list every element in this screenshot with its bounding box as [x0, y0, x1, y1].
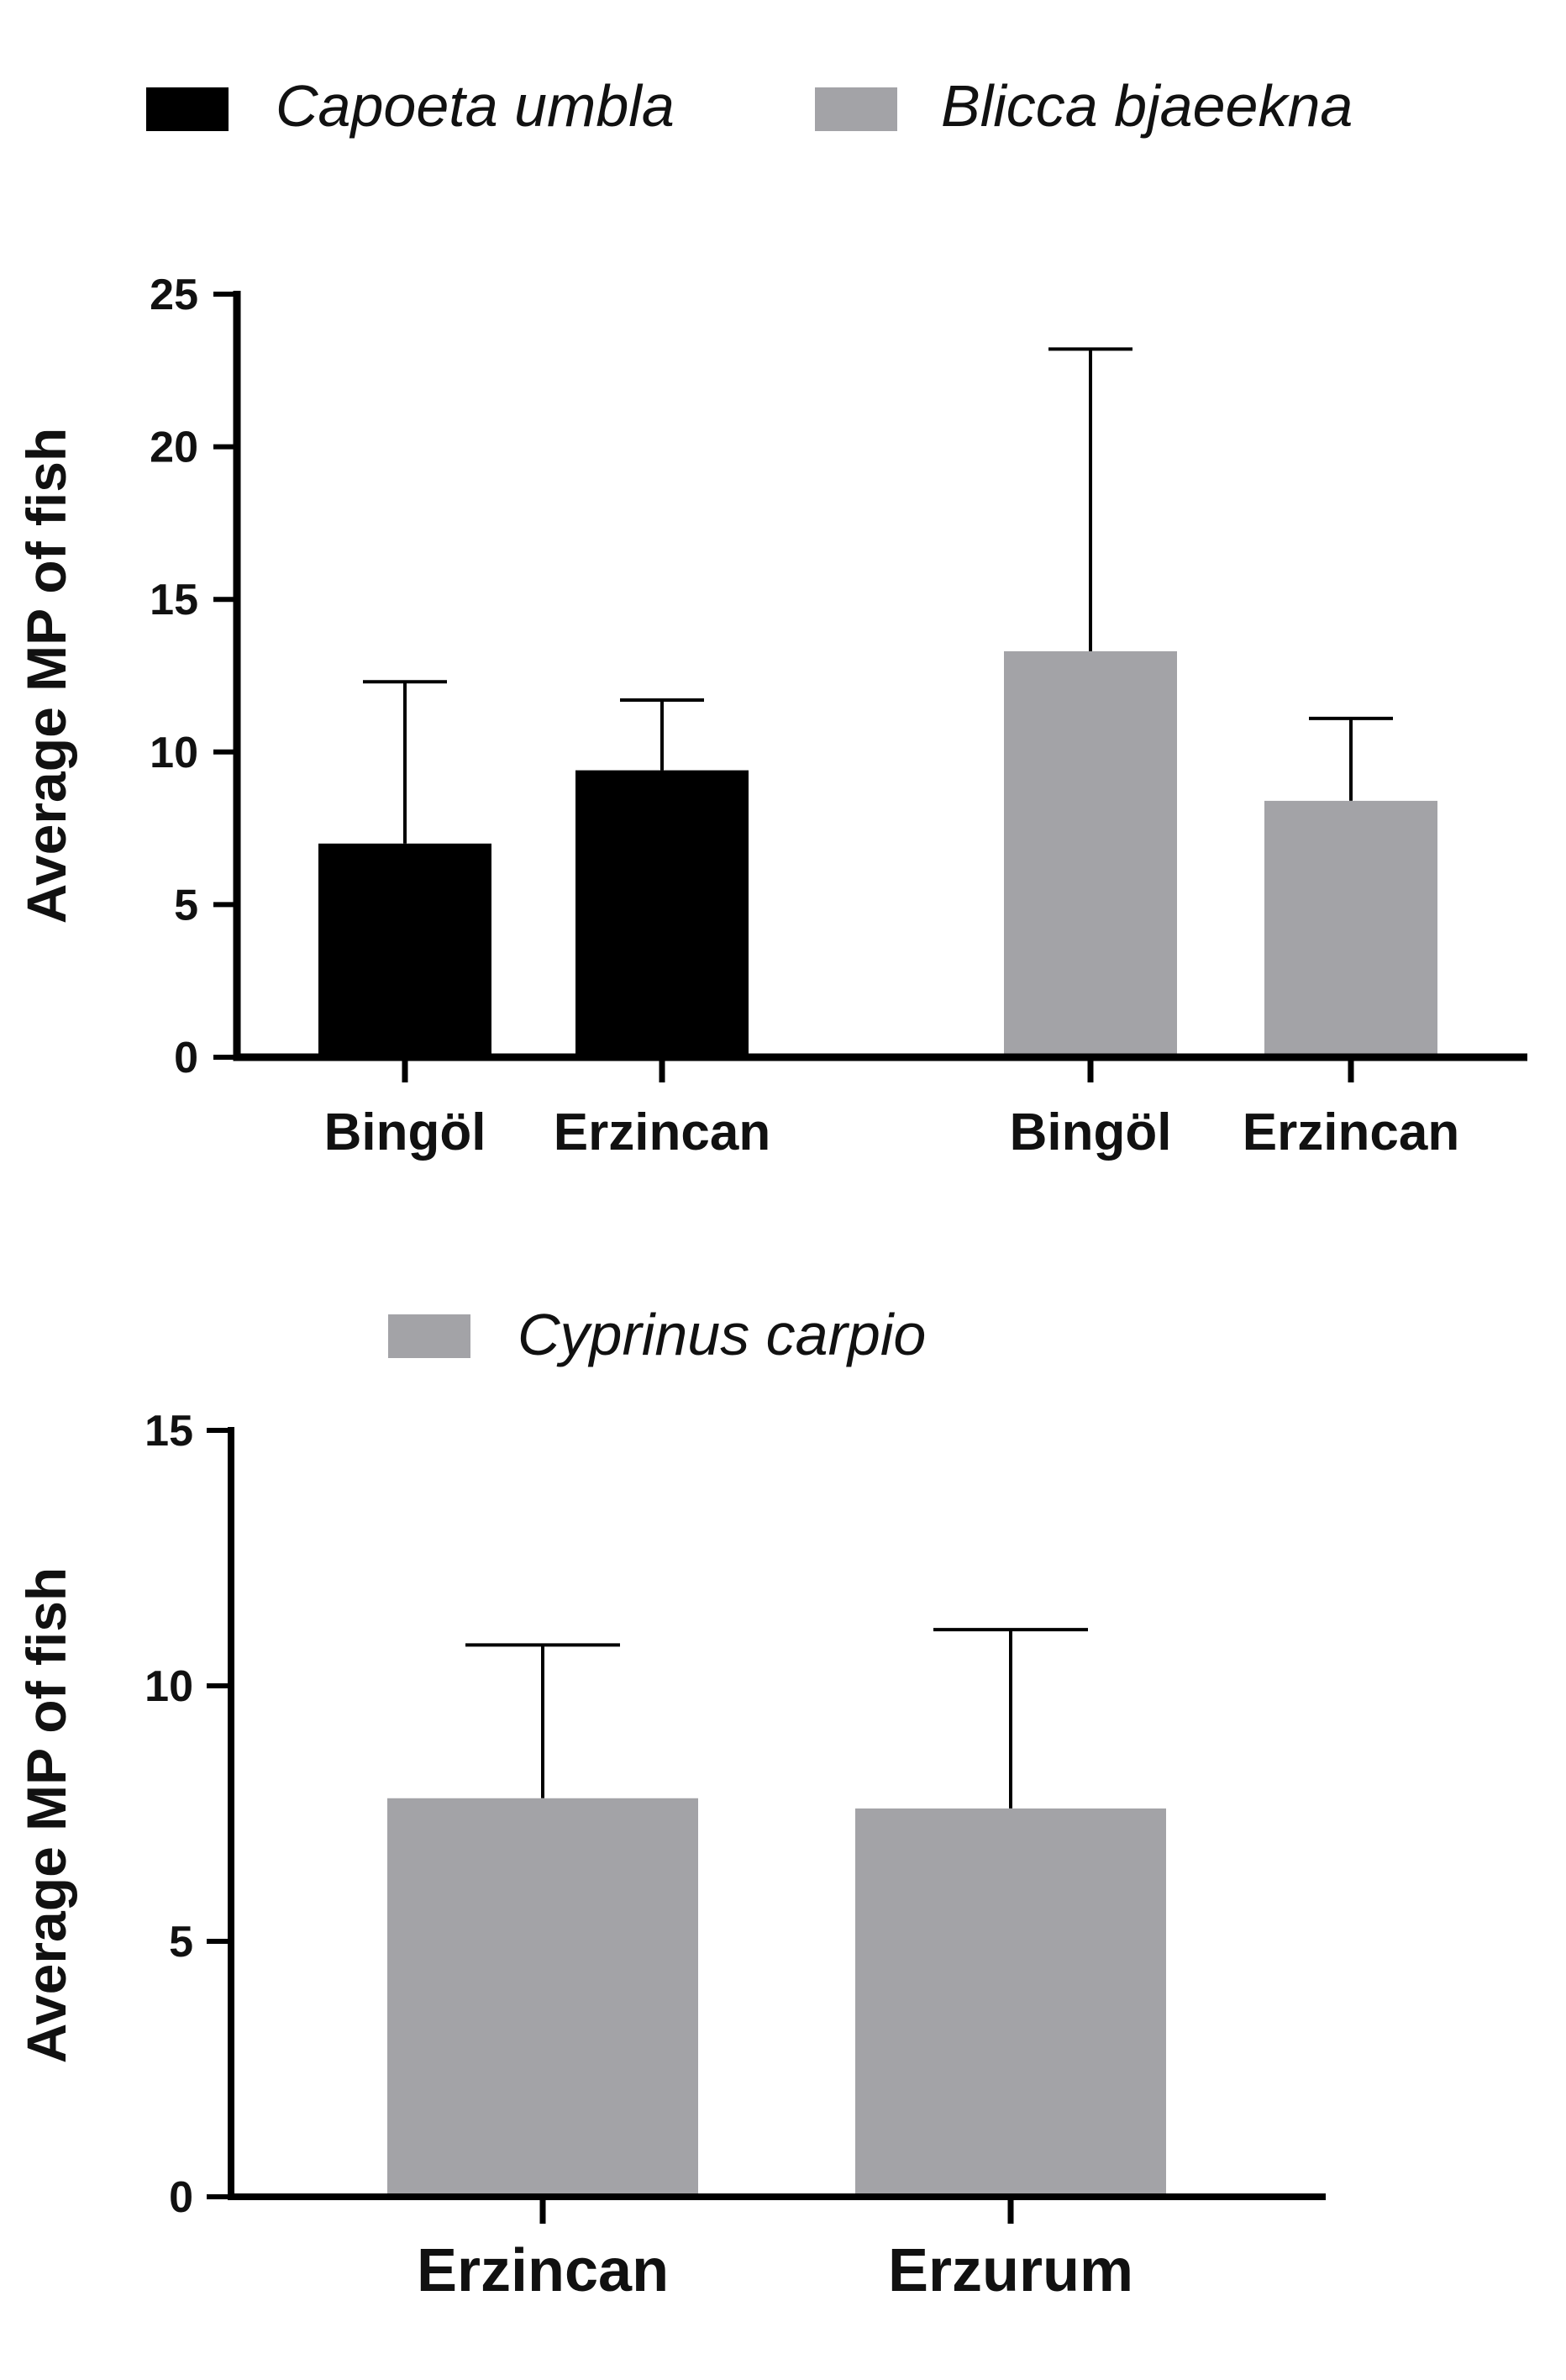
x-tick-label-2-1-1: Erzincan — [417, 2237, 669, 2304]
legend-label-1-2: Blicca bjaeekna — [941, 73, 1353, 139]
bar-1-2-1 — [1004, 650, 1177, 1057]
y-axis-title-1: Average MP of fish — [15, 428, 77, 924]
y-tick-label-2-1: 0 — [169, 2173, 193, 2222]
y-tick-label-1-4: 15 — [150, 576, 198, 624]
y-tick-label-1-3: 10 — [150, 729, 198, 777]
y-axis-title-2: Average MP of fish — [15, 1567, 77, 2064]
x-tick-label-1-2-1: Bingöl — [1010, 1103, 1172, 1161]
x-tick-label-1-1-2: Erzincan — [554, 1103, 770, 1161]
bar-1-2-2 — [1264, 800, 1437, 1057]
bar-1-1-2 — [575, 770, 749, 1057]
bar-2-1-1 — [387, 1798, 698, 2197]
x-tick-label-1-2-2: Erzincan — [1243, 1103, 1459, 1161]
x-tick-label-2-1-2: Erzurum — [888, 2237, 1133, 2304]
y-tick-label-1-2: 5 — [174, 881, 198, 929]
y-tick-label-1-1: 0 — [174, 1034, 198, 1082]
legend-label-2-1: Cyprinus carpio — [518, 1302, 926, 1367]
legend-swatch-1-1 — [146, 87, 229, 131]
bar-2-1-2 — [855, 1808, 1166, 2197]
y-tick-label-1-6: 25 — [150, 271, 198, 319]
legend-swatch-2-1 — [388, 1314, 470, 1358]
y-tick-label-2-3: 10 — [145, 1662, 193, 1711]
y-tick-label-2-4: 15 — [145, 1407, 193, 1456]
legend-label-1-1: Capoeta umbla — [276, 73, 675, 139]
x-tick-label-1-1-1: Bingöl — [324, 1103, 486, 1161]
bar-1-1-1 — [318, 843, 491, 1057]
y-tick-label-1-5: 20 — [150, 424, 198, 472]
legend-swatch-1-2 — [815, 87, 897, 131]
y-tick-label-2-2: 5 — [169, 1918, 193, 1967]
